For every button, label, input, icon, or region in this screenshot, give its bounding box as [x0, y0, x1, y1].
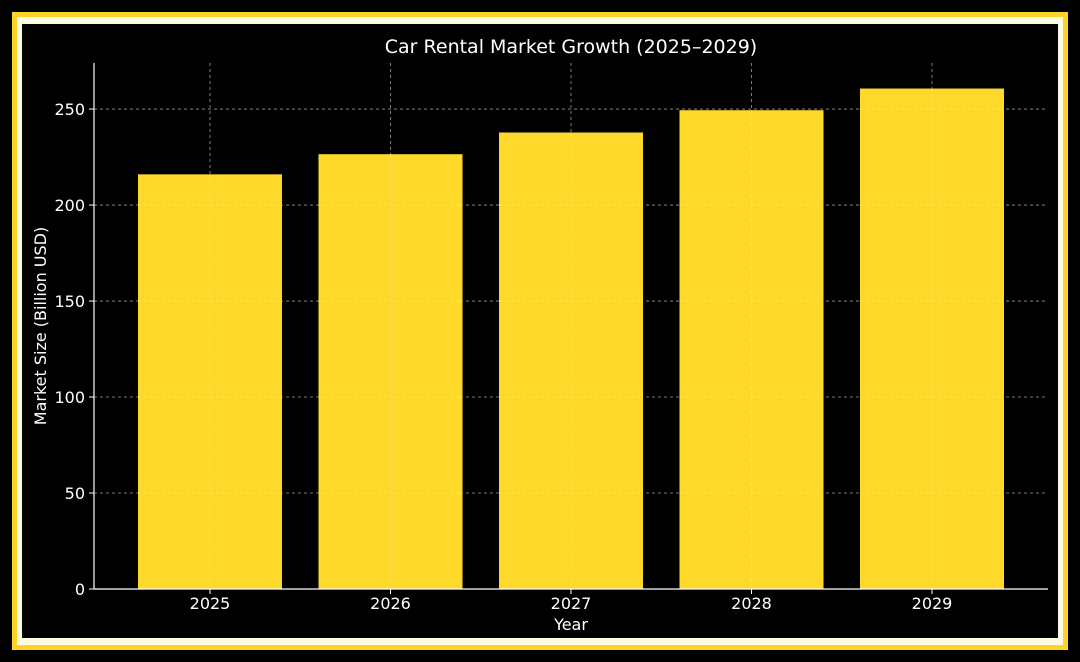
y-tick-label: 250: [54, 100, 85, 119]
x-tick-label: 2026: [370, 594, 411, 613]
bar-2025: [138, 174, 282, 589]
bars: [138, 88, 1004, 590]
y-tick-label: 150: [54, 292, 85, 311]
y-tick-label: 0: [75, 580, 85, 599]
bar-2028: [679, 110, 824, 589]
ticks: 0 50 100 150 200 250 2025 2026 2027 2028 2029: [54, 100, 952, 613]
bar-2029: [860, 88, 1004, 590]
chart-title: Car Rental Market Growth (2025–2029): [385, 36, 757, 58]
y-tick-label: 50: [65, 484, 85, 503]
y-tick-label: 200: [54, 196, 85, 215]
y-tick-label: 100: [54, 388, 85, 407]
x-tick-label: 2028: [731, 594, 772, 613]
x-axis-label: Year: [553, 615, 588, 634]
x-tick-label: 2025: [190, 594, 231, 613]
y-axis-label: Market Size (Billion USD): [31, 227, 50, 425]
x-tick-label: 2027: [551, 594, 592, 613]
x-tick-label: 2029: [912, 594, 953, 613]
